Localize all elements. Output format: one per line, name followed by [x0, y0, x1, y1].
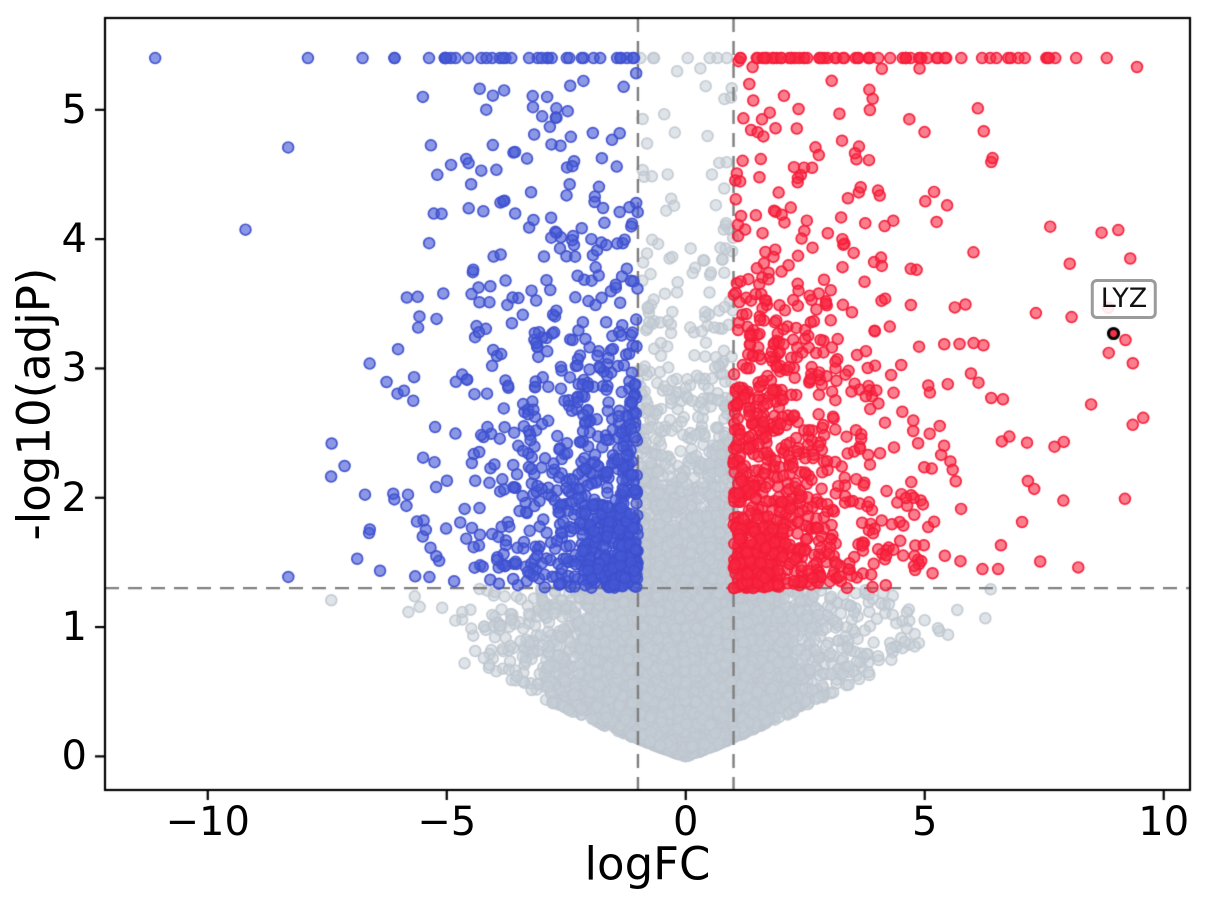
x-tick-label: 10 [1138, 799, 1190, 845]
y-tick-label: 1 [61, 604, 87, 651]
y-tick-label: 4 [61, 216, 87, 263]
x-axis-label: logFC [584, 837, 711, 891]
y-tick-label: 0 [61, 733, 87, 780]
y-tick-label: 3 [61, 345, 87, 392]
x-tick-label: 0 [673, 799, 699, 845]
gene-annotation-label: LYZ [1090, 278, 1158, 319]
x-tick-label: −10 [165, 799, 250, 845]
x-tick-label: −5 [417, 799, 477, 845]
y-tick-label: 5 [61, 86, 87, 133]
y-tick-label: 2 [61, 474, 87, 521]
y-axis-label: -log10(adjP) [7, 267, 61, 541]
x-tick-label: 5 [911, 799, 938, 845]
